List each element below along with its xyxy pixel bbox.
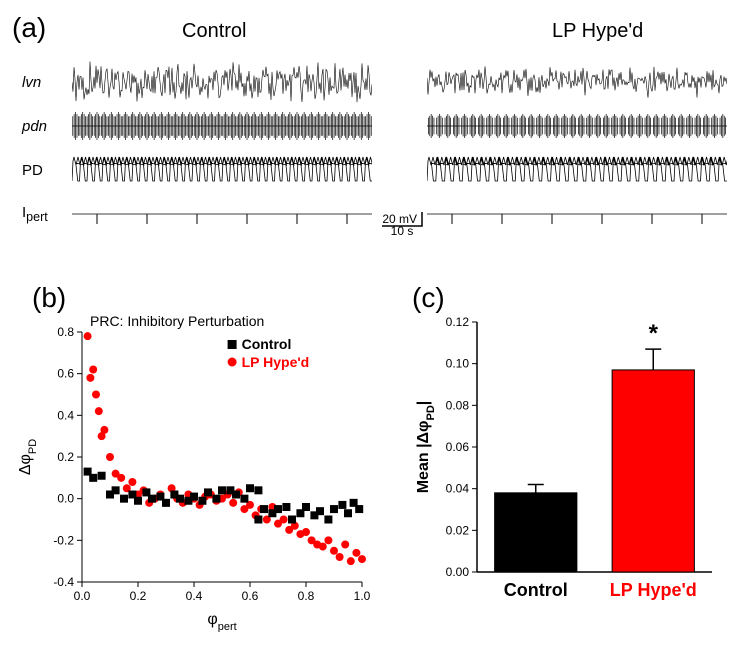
prc-chart: PRC: Inhibitory Perturbation 0.0 0.2 0.4 0.6…	[12, 282, 372, 637]
svg-text:0.08: 0.08	[446, 398, 470, 412]
svg-text:-0.2: -0.2	[53, 533, 74, 547]
svg-text:PRC: Inhibitory Perturbation: PRC: Inhibitory Perturbation	[90, 313, 264, 329]
panel-b: (b) PRC: Inhibitory Perturbation0.00.20.…	[12, 282, 372, 637]
trace-lvn-hyped	[427, 60, 727, 104]
traces-control: lvn pdn PD Ipert	[72, 60, 372, 236]
prc-svg: PRC: Inhibitory Perturbation 0.0 0.2 0.4 0.6…	[12, 282, 372, 632]
trace-pdn-hyped	[427, 104, 727, 148]
scalebar: 20 mV 10 s	[377, 212, 427, 258]
trace-pd-control	[72, 148, 372, 192]
traces-hyped	[427, 60, 727, 236]
title-control: Control	[182, 20, 246, 43]
svg-text:LP Hype'd: LP Hype'd	[610, 580, 697, 600]
bottom-row: (b) PRC: Inhibitory Perturbation0.00.20.…	[12, 282, 733, 652]
trace-ipert-control	[72, 192, 372, 236]
svg-text:0.00: 0.00	[446, 565, 470, 579]
svg-text:0.02: 0.02	[446, 523, 470, 537]
panel-a: (a) Control LP Hype'd lvn pdn PD Ipert 2…	[12, 12, 733, 272]
svg-text:0.06: 0.06	[446, 440, 470, 454]
svg-text:0.04: 0.04	[446, 482, 470, 496]
svg-text:0.6: 0.6	[57, 367, 74, 381]
svg-text:Mean |ΔφPD|: Mean |ΔφPD|	[415, 401, 437, 494]
svg-text:0.10: 0.10	[446, 357, 470, 371]
svg-text:*: *	[649, 320, 659, 347]
svg-text:φpert: φpert	[207, 611, 236, 632]
title-lp-hyped: LP Hype'd	[552, 20, 643, 43]
svg-text:-0.4: -0.4	[53, 575, 74, 589]
panel-a-label: (a)	[12, 12, 46, 44]
trace-pdn-control	[72, 104, 372, 148]
svg-text:Control: Control	[242, 336, 292, 352]
trace-pd-hyped	[427, 148, 727, 192]
svg-text:LP Hype'd: LP Hype'd	[242, 354, 310, 370]
svg-text:1.0: 1.0	[354, 589, 371, 603]
svg-text:0.0: 0.0	[74, 589, 91, 603]
svg-text:0.12: 0.12	[446, 315, 470, 329]
svg-text:0.4: 0.4	[186, 589, 203, 603]
scalebar-h-label: 10 s	[377, 224, 427, 238]
svg-text:0.2: 0.2	[130, 589, 147, 603]
svg-text:0.8: 0.8	[298, 589, 315, 603]
svg-text:0.0: 0.0	[57, 492, 74, 506]
svg-text:Control: Control	[504, 580, 568, 600]
trace-lvn-control	[72, 60, 372, 104]
figure-root: (a) Control LP Hype'd lvn pdn PD Ipert 2…	[12, 12, 733, 652]
bar-svg: 0.00 0.02 0.04 0.06 0.08 0.10 0.12 Mean |ΔφPD| C…	[412, 282, 722, 622]
svg-text:0.6: 0.6	[242, 589, 259, 603]
trace-ipert-hyped	[427, 192, 727, 236]
panel-c: (c) 0.000.020.040.060.080.100.12Mean |Δφ…	[412, 282, 732, 627]
bar-chart: 0.00 0.02 0.04 0.06 0.08 0.10 0.12 Mean |ΔφPD| C…	[412, 282, 732, 627]
svg-text:ΔφPD: ΔφPD	[17, 439, 39, 475]
svg-text:0.2: 0.2	[57, 450, 74, 464]
svg-text:0.4: 0.4	[57, 408, 74, 422]
svg-text:0.8: 0.8	[57, 325, 74, 339]
